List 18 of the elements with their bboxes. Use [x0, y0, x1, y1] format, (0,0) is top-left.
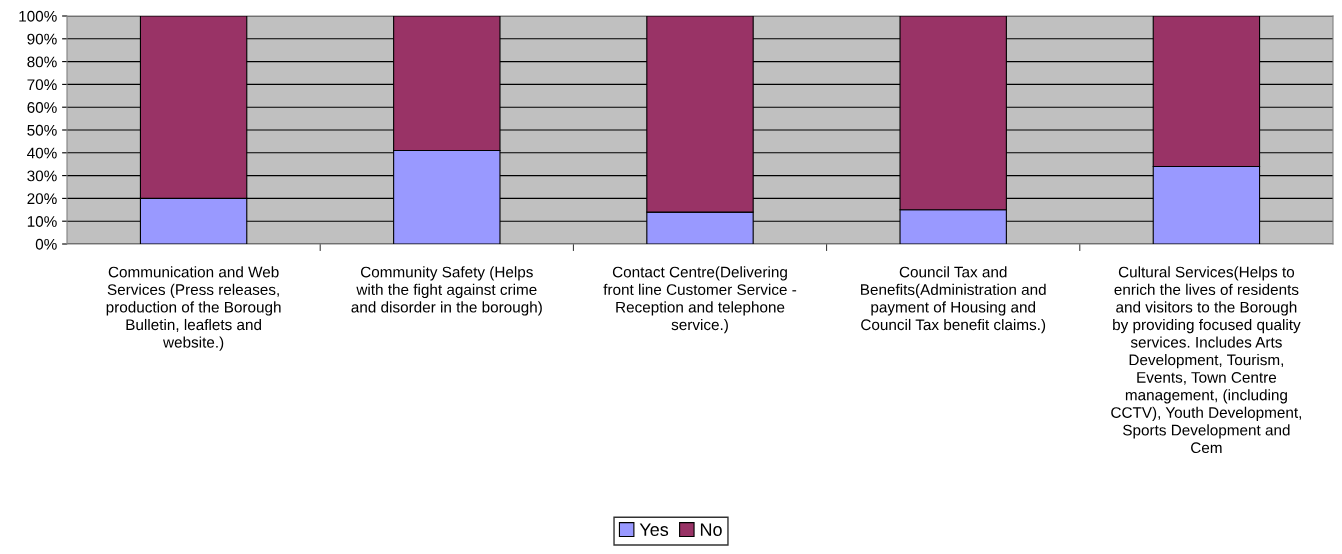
- y-tick-label: 10%: [27, 216, 57, 227]
- legend-label: Yes: [639, 523, 669, 536]
- y-tick-label: 40%: [27, 147, 57, 159]
- legend-label: No: [700, 523, 722, 536]
- category-label: Cultural Services(Helps to enrich the lives of residents and visitors to the Borough by providing focused quality services. Includes Arts Development, Tourism, Events, Town Centre management, (including CCTV), Youth Development, Sports Development and Cem: [1111, 266, 1301, 454]
- y-tick-label: 100%: [19, 10, 57, 22]
- x-tick-label: Community Safety (Helps with the fight against crime and disorder in the borough): [351, 266, 542, 316]
- y-tick-label: 70%: [27, 79, 57, 91]
- y-tick-label: 30%: [27, 170, 57, 182]
- x-tick-label: Communication and Web Services (Press releases, production of the Borough Bulletin, leaflets and website.): [106, 266, 281, 351]
- y-tick-label: 50%: [27, 124, 57, 136]
- y-tick-label: 0%: [35, 238, 57, 250]
- y-tick-label: 90%: [27, 33, 57, 45]
- y-tick-label: 80%: [27, 56, 57, 68]
- x-tick-label: Council Tax and Benefits(Administration and payment of Housing and Council Tax benefit claims.): [861, 266, 1046, 334]
- y-tick-label: 20%: [27, 193, 57, 205]
- x-tick-label: Contact Centre(Delivering front line Customer Service - Reception and telephone service.): [603, 266, 797, 334]
- y-tick-label: 60%: [27, 102, 57, 113]
